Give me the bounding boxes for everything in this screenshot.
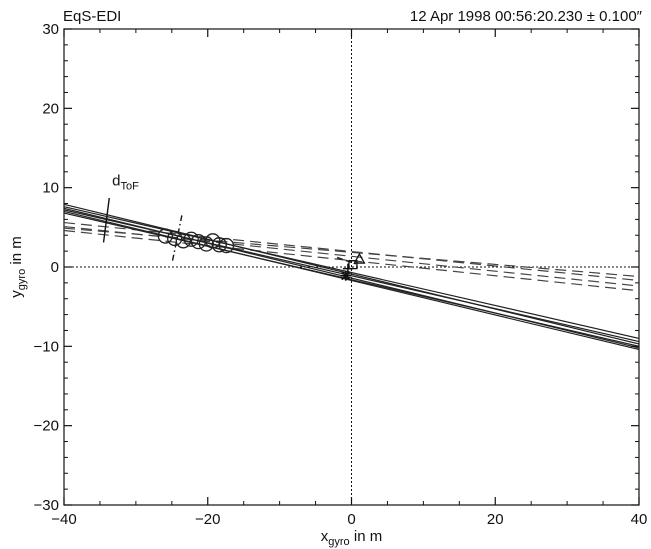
y-tick-label-6: 30 (42, 21, 59, 38)
x-axis-label-sub: gyro (328, 536, 349, 548)
solid-beam-3 (63, 203, 640, 345)
tof-label-main: d (112, 172, 120, 189)
x-axis-label-suffix: in m (350, 528, 383, 545)
x-axis-label-main: x (321, 528, 329, 545)
y-tick-label-0: −30 (34, 497, 59, 514)
solid-beam-4 (63, 210, 640, 351)
tof-label-sub: ToF (121, 180, 140, 192)
gun-position-circle-8 (218, 237, 235, 254)
y-axis-label-sub: gyro (16, 269, 28, 290)
x-tick-label-4: 40 (631, 511, 648, 528)
y-axis-label-main: y (8, 290, 25, 298)
dashed-beam-2 (63, 221, 640, 282)
y-tick-label-1: −20 (34, 418, 59, 435)
gun-position-circle-1 (167, 230, 183, 247)
tof-marker-line (102, 197, 110, 243)
timestamp-label: 12 Apr 1998 00:56:20.230 ± 0.100″ (409, 8, 642, 25)
y-axis-label: ygyro in m (8, 236, 28, 297)
gun-position-circle-3 (183, 231, 199, 247)
instrument-label: EqS-EDI (63, 8, 122, 25)
tof-label: dToF (112, 172, 139, 192)
plus-marker (342, 263, 353, 274)
square-marker (348, 259, 358, 270)
beam-connector (336, 256, 357, 265)
gun-position-circle-2 (175, 233, 191, 249)
x-tick-label-0: −40 (51, 511, 76, 528)
solid-beam-1 (63, 206, 640, 339)
x-tick-label-2: 0 (347, 511, 355, 528)
gun-position-circle-0 (157, 228, 173, 244)
y-tick-label-2: −10 (34, 338, 59, 355)
dashed-beam-1 (63, 225, 640, 287)
x-axis-label: xgyro in m (321, 528, 382, 548)
y-tick-label-3: 0 (51, 259, 59, 276)
gun-position-circle-7 (211, 237, 227, 253)
triangle-marker (353, 252, 366, 264)
y-axis-label-suffix: in m (8, 236, 25, 269)
y-tick-label-4: 10 (42, 180, 59, 197)
x-tick-label-1: −20 (195, 511, 220, 528)
x-tick-label-3: 20 (487, 511, 504, 528)
y-tick-label-5: 20 (42, 100, 59, 117)
dashed-beam-3 (63, 227, 640, 278)
asterisk-marker (340, 270, 351, 281)
